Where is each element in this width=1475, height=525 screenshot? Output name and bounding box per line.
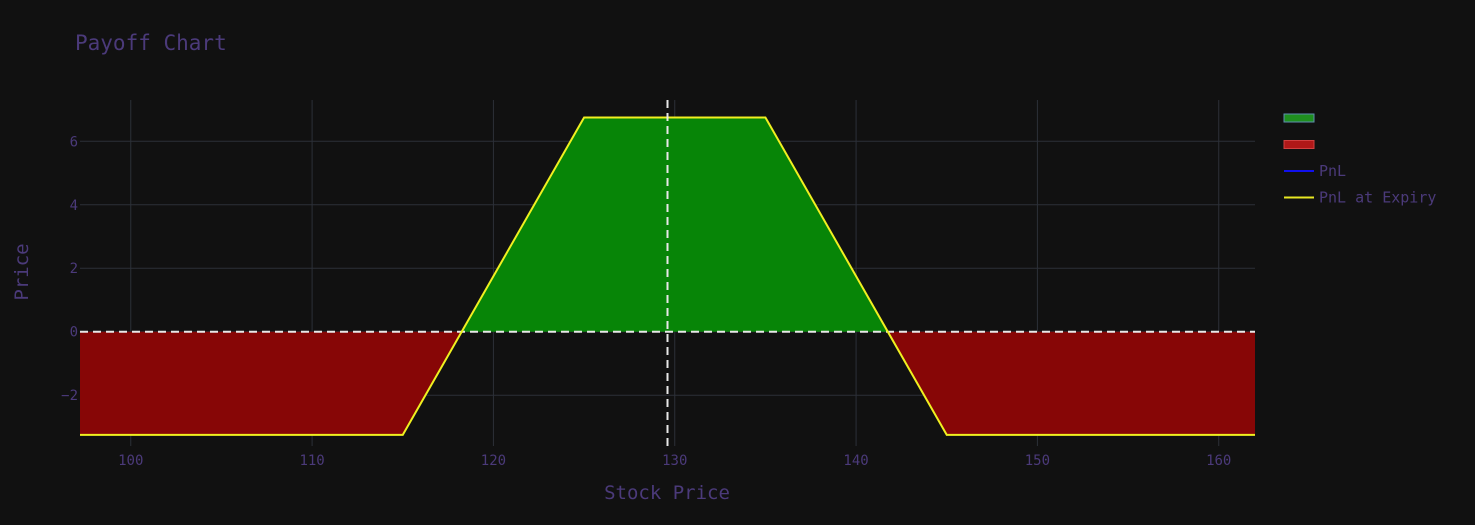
x-tick-label: 110 xyxy=(299,453,324,469)
x-tick-label: 150 xyxy=(1025,453,1050,469)
loss-area-right xyxy=(887,331,1255,435)
x-axis-title: Stock Price xyxy=(604,482,730,504)
y-tick-label: 6 xyxy=(70,134,78,150)
x-tick-label: 100 xyxy=(118,453,143,469)
legend-swatch-profit-fill[interactable] xyxy=(1283,113,1315,123)
y-tick-label: 0 xyxy=(70,325,78,341)
y-axis-ticks: −2 0 2 4 6 xyxy=(61,134,78,404)
legend: PnL PnL at Expiry xyxy=(1283,113,1436,207)
y-axis-title: Price xyxy=(11,243,33,300)
profit-area xyxy=(461,117,888,332)
legend-label[interactable]: PnL xyxy=(1319,162,1346,180)
legend-swatch-loss-fill[interactable] xyxy=(1283,140,1315,149)
chart-title: Payoff Chart xyxy=(75,31,227,55)
y-tick-label: −2 xyxy=(61,388,78,404)
x-tick-label: 130 xyxy=(662,453,687,469)
x-axis-ticks: 100 110 120 130 140 150 160 xyxy=(118,453,1231,469)
x-tick-label: 160 xyxy=(1206,453,1231,469)
legend-label[interactable]: PnL at Expiry xyxy=(1319,189,1436,207)
x-tick-label: 120 xyxy=(481,453,506,469)
y-tick-label: 2 xyxy=(70,261,78,277)
x-tick-label: 140 xyxy=(843,453,868,469)
pnl-lines xyxy=(80,100,1255,446)
pnl-at-expiry-line xyxy=(80,116,1255,436)
pnl-fill-areas xyxy=(80,117,1255,435)
loss-area-left xyxy=(80,331,462,435)
y-tick-label: 4 xyxy=(70,198,78,214)
